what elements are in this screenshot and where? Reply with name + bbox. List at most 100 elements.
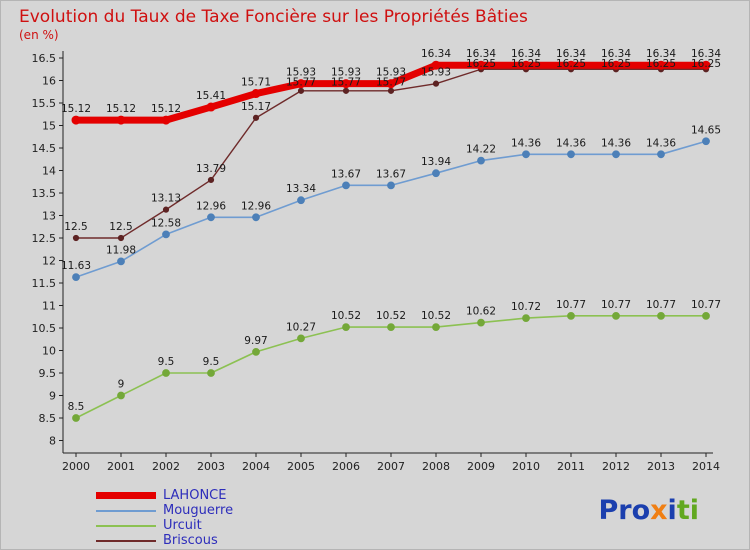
series-point-briscous — [297, 87, 305, 94]
y-tick-label: 10 — [42, 345, 56, 358]
legend-label-lahonce: LAHONCE — [163, 487, 227, 503]
y-tick-label: 10.5 — [32, 322, 57, 335]
data-label-mouguerre: 13.94 — [421, 156, 451, 168]
data-label-lahonce: 16.34 — [511, 48, 541, 60]
logo-letter: i — [689, 495, 699, 526]
data-label-mouguerre: 11.63 — [61, 260, 91, 272]
series-point-mouguerre — [207, 213, 215, 222]
series-point-lahonce — [161, 115, 171, 125]
data-label-briscous: 16.25 — [511, 58, 541, 70]
data-label-mouguerre: 14.65 — [691, 124, 721, 136]
data-label-briscous: 16.25 — [466, 58, 496, 70]
logo-letter: i — [667, 495, 677, 526]
series-point-lahonce — [611, 60, 621, 70]
series-point-mouguerre — [252, 213, 260, 222]
series-point-mouguerre — [612, 150, 620, 159]
data-label-lahonce: 15.12 — [61, 103, 91, 115]
legend-swatch-mouguerre — [96, 509, 156, 512]
series-point-urcuit — [252, 347, 260, 356]
series-point-mouguerre — [162, 230, 170, 239]
series-point-briscous — [387, 87, 395, 94]
x-tick-label: 2000 — [62, 460, 90, 473]
data-label-urcuit: 10.77 — [601, 299, 631, 311]
data-label-lahonce: 15.41 — [196, 90, 226, 102]
x-tick-label: 2009 — [467, 460, 495, 473]
y-tick-label: 14.5 — [32, 142, 57, 155]
series-point-urcuit — [207, 369, 215, 377]
series-point-urcuit — [72, 414, 80, 422]
series-point-mouguerre — [117, 257, 125, 266]
y-tick-label: 13.5 — [32, 187, 57, 200]
series-point-lahonce — [116, 115, 126, 125]
series-point-briscous — [342, 87, 350, 94]
data-label-briscous: 12.5 — [64, 221, 87, 233]
series-point-urcuit — [342, 323, 350, 332]
data-label-urcuit: 10.52 — [376, 310, 406, 322]
data-label-lahonce: 16.34 — [466, 48, 496, 60]
chart-subtitle: (en %) — [19, 28, 59, 42]
x-tick-label: 2001 — [107, 460, 135, 473]
series-point-urcuit — [522, 314, 530, 323]
legend-swatch-urcuit — [96, 524, 156, 527]
series-point-lahonce — [296, 79, 306, 89]
data-label-mouguerre: 14.36 — [511, 137, 541, 149]
series-point-lahonce — [431, 60, 441, 70]
data-label-urcuit: 10.77 — [556, 299, 586, 311]
series-point-lahonce — [341, 79, 351, 89]
data-label-briscous: 13.13 — [151, 193, 181, 205]
series-point-urcuit — [477, 318, 485, 327]
data-label-lahonce: 16.34 — [601, 48, 631, 60]
data-label-briscous: 16.25 — [601, 58, 631, 70]
series-point-urcuit — [162, 369, 170, 377]
legend-swatch-briscous — [96, 539, 156, 542]
data-label-lahonce: 15.93 — [331, 67, 361, 79]
series-point-mouguerre — [387, 181, 395, 190]
data-label-lahonce: 15.93 — [376, 67, 406, 79]
series-point-lahonce — [476, 60, 486, 70]
data-label-briscous: 12.5 — [109, 221, 132, 233]
data-label-briscous: 15.77 — [376, 77, 406, 89]
x-tick-label: 2002 — [152, 460, 180, 473]
series-point-briscous — [72, 234, 80, 242]
data-label-mouguerre: 12.96 — [196, 200, 226, 212]
series-point-lahonce — [206, 102, 216, 112]
data-label-mouguerre: 13.34 — [286, 183, 316, 195]
data-label-urcuit: 10.72 — [511, 301, 541, 313]
data-label-urcuit: 10.27 — [286, 321, 316, 333]
proxiti-logo: Proxiti — [598, 495, 699, 526]
data-label-urcuit: 10.52 — [331, 310, 361, 322]
data-label-mouguerre: 13.67 — [331, 168, 361, 180]
series-point-lahonce — [566, 60, 576, 70]
series-point-urcuit — [117, 391, 125, 400]
x-tick-label: 2006 — [332, 460, 360, 473]
data-label-mouguerre: 14.36 — [601, 137, 631, 149]
series-point-briscous — [162, 206, 170, 213]
data-label-lahonce: 15.12 — [151, 103, 181, 115]
series-point-urcuit — [612, 311, 620, 320]
data-label-briscous: 13.79 — [196, 163, 226, 175]
series-point-lahonce — [521, 60, 531, 70]
x-tick-label: 2008 — [422, 460, 450, 473]
chart-title: Evolution du Taux de Taxe Foncière sur l… — [19, 7, 528, 27]
line-chart: 8 8.5 9 9.5 10 10.5 11 11.5 12 12.5 13 13.5 14 14.5 15… — [32, 48, 722, 473]
y-tick-label: 16.5 — [32, 52, 57, 65]
series-point-lahonce — [656, 60, 666, 70]
x-tick-label: 2011 — [557, 460, 585, 473]
x-tick-label: 2013 — [647, 460, 675, 473]
data-label-lahonce: 16.34 — [691, 48, 721, 60]
y-tick-label: 11.5 — [32, 277, 57, 290]
legend-row-briscous: Briscous — [96, 533, 233, 548]
series-point-urcuit — [432, 323, 440, 332]
series-point-lahonce — [251, 89, 261, 99]
y-tick-label: 15 — [42, 120, 56, 133]
data-label-briscous: 15.77 — [331, 77, 361, 89]
data-label-lahonce: 15.93 — [286, 67, 316, 79]
y-tick-label: 11 — [42, 300, 56, 313]
x-tick-label: 2014 — [692, 460, 720, 473]
data-label-lahonce: 16.34 — [421, 48, 451, 60]
legend: LAHONCE Mouguerre Urcuit Briscous — [96, 488, 233, 548]
series-point-mouguerre — [432, 169, 440, 178]
data-label-lahonce: 15.71 — [241, 77, 271, 89]
legend-label-briscous: Briscous — [163, 532, 218, 548]
